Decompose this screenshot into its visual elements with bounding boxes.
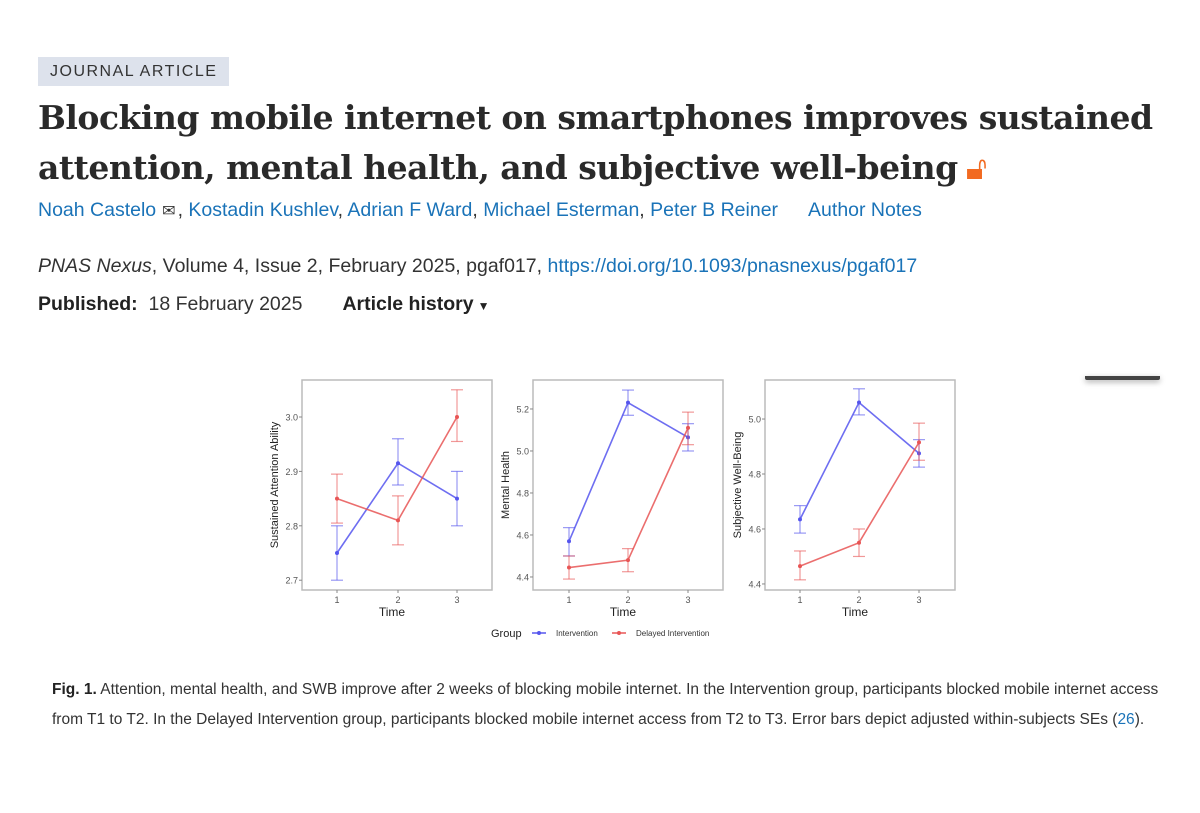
x-tick-label: 2 [395, 595, 400, 605]
author-link[interactable]: Adrian F Ward [347, 199, 473, 221]
article-history-label: Article history [342, 293, 474, 315]
y-tick-label: 2.8 [285, 521, 298, 531]
caption-end: ). [1134, 711, 1145, 728]
doi-link[interactable]: https://doi.org/10.1093/pnasnexus/pgaf01… [547, 255, 918, 277]
data-point [455, 414, 459, 419]
data-point [686, 425, 690, 430]
open-access-lock-icon: 🔓︎ [965, 148, 987, 187]
data-point [455, 496, 459, 501]
y-tick-label: 2.9 [285, 467, 298, 477]
x-tick-label: 3 [916, 595, 921, 605]
author-link[interactable]: Noah Castelo [38, 199, 157, 221]
x-tick-label: 2 [856, 595, 861, 605]
y-tick-label: 3.0 [285, 412, 298, 422]
data-point [626, 558, 630, 563]
y-tick-label: 5.0 [748, 415, 761, 425]
reference-link[interactable]: 26 [1117, 711, 1135, 728]
article-type-badge: JOURNAL ARTICLE [38, 57, 230, 86]
y-axis-label: Subjective Well-Being [732, 432, 744, 539]
x-axis-label: Time [610, 605, 637, 619]
data-point [396, 461, 400, 466]
x-tick-label: 3 [685, 595, 690, 605]
citation-details: , Volume 4, Issue 2, February 2025, pgaf… [151, 255, 548, 277]
y-tick-label: 4.8 [516, 488, 529, 498]
y-tick-label: 4.6 [516, 530, 529, 540]
y-axis-label: Mental Health [500, 451, 512, 519]
x-tick-label: 2 [625, 595, 630, 605]
caption-text: Attention, mental health, and SWB improv… [52, 681, 1159, 728]
data-point [857, 400, 861, 405]
caption-label: Fig. 1. [52, 681, 97, 698]
legend-entry: Delayed Intervention [636, 629, 709, 638]
data-point [798, 564, 802, 569]
legend-swatch-point [537, 631, 541, 635]
x-axis-label: Time [379, 605, 406, 619]
journal-name: PNAS Nexus [38, 255, 152, 277]
data-point [567, 539, 571, 544]
data-point [917, 440, 921, 445]
floating-panel-edge [1085, 376, 1160, 380]
citation-line: PNAS Nexus, Volume 4, Issue 2, February … [38, 255, 917, 278]
x-tick-label: 1 [566, 595, 571, 605]
author-list: Noah Castelo ✉, Kostadin Kushlev, Adrian … [38, 199, 922, 221]
plot-panel-frame [764, 379, 956, 591]
y-tick-label: 5.0 [516, 446, 529, 456]
author-link[interactable]: Kostadin Kushlev [188, 199, 338, 221]
data-point [335, 496, 339, 501]
data-point [396, 518, 400, 523]
legend-entry: Intervention [556, 629, 598, 638]
article-title: Blocking mobile internet on smartphones … [38, 93, 1168, 193]
x-tick-label: 3 [454, 595, 459, 605]
y-tick-label: 4.4 [748, 579, 761, 589]
article-title-text: Blocking mobile internet on smartphones … [38, 98, 1153, 187]
published-line: Published: 18 February 2025 Article histo… [38, 293, 489, 316]
y-tick-label: 4.4 [516, 572, 529, 582]
author-notes-link[interactable]: Author Notes [808, 199, 922, 221]
y-tick-label: 2.7 [285, 576, 298, 586]
x-tick-label: 1 [797, 595, 802, 605]
article-history-toggle[interactable]: Article history ▼ [342, 293, 489, 315]
y-tick-label: 4.8 [748, 470, 761, 480]
data-point [567, 565, 571, 570]
data-point [335, 551, 339, 556]
caret-down-icon: ▼ [477, 299, 490, 313]
author-link[interactable]: Michael Esterman [483, 199, 640, 221]
published-date: 18 February 2025 [148, 293, 303, 315]
data-point [857, 540, 861, 545]
legend-swatch-point [617, 631, 621, 635]
author-link[interactable]: Peter B Reiner [650, 199, 779, 221]
email-icon[interactable]: ✉ [162, 203, 176, 220]
y-axis-label: Sustained Attention Ability [269, 421, 281, 548]
y-tick-label: 4.6 [748, 524, 761, 534]
published-label: Published: [38, 293, 138, 315]
data-point [626, 400, 630, 405]
y-tick-label: 5.2 [516, 404, 529, 414]
legend-title: Group [491, 628, 522, 640]
data-point [798, 517, 802, 522]
x-axis-label: Time [842, 605, 869, 619]
x-tick-label: 1 [334, 595, 339, 605]
figure-caption: Fig. 1. Attention, mental health, and SW… [52, 675, 1162, 735]
